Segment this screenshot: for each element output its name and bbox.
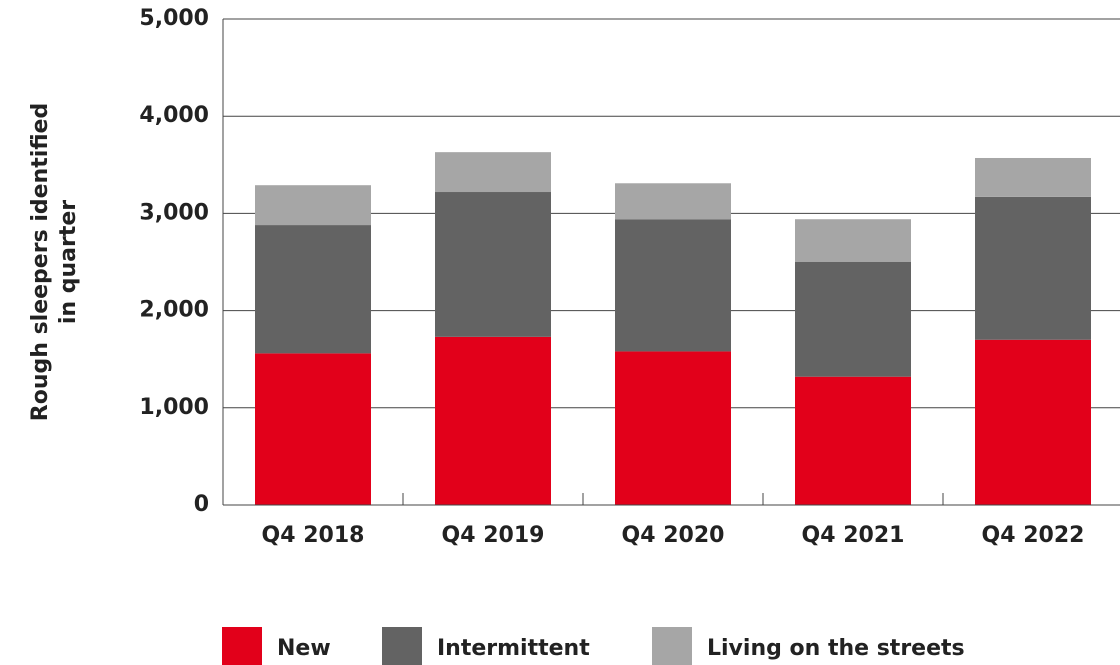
y-tick-label: 1,000: [139, 395, 209, 420]
bar-segment: [615, 351, 731, 505]
legend-label: Living on the streets: [707, 636, 965, 661]
y-axis-label-line: in quarter: [56, 200, 81, 324]
x-tick-label: Q4 2020: [622, 523, 725, 548]
bar-segment: [255, 225, 371, 354]
y-tick-label: 5,000: [139, 6, 209, 31]
x-tick-label: Q4 2021: [802, 523, 905, 548]
bar-segment: [795, 219, 911, 262]
x-tick-label: Q4 2022: [982, 523, 1085, 548]
y-tick-label: 0: [194, 492, 209, 517]
legend-swatch: [652, 627, 692, 665]
bar-segment: [975, 157, 1091, 197]
x-tick-label: Q4 2018: [262, 523, 365, 548]
x-tick-label: Q4 2019: [442, 523, 545, 548]
legend-label: New: [277, 636, 331, 661]
y-axis-label: Rough sleepers identified in quarter: [28, 103, 81, 421]
bar-segment: [795, 262, 911, 377]
y-tick-label: 4,000: [139, 103, 209, 128]
y-tick-label: 3,000: [139, 200, 209, 225]
bar-segment: [975, 339, 1091, 505]
legend-swatch: [222, 627, 262, 665]
bar-segment: [435, 192, 551, 337]
bar-segment: [975, 196, 1091, 340]
bar-segment: [615, 183, 731, 220]
y-axis-label-line: Rough sleepers identified: [28, 103, 53, 421]
y-tick-label: 2,000: [139, 298, 209, 323]
bar-segment: [435, 336, 551, 505]
bar-segment: [435, 152, 551, 193]
bar-segment: [615, 219, 731, 352]
bar-segment: [255, 353, 371, 505]
bar-segment: [795, 376, 911, 505]
bar-segment: [255, 185, 371, 226]
legend-label: Intermittent: [437, 636, 590, 661]
legend-swatch: [382, 627, 422, 665]
